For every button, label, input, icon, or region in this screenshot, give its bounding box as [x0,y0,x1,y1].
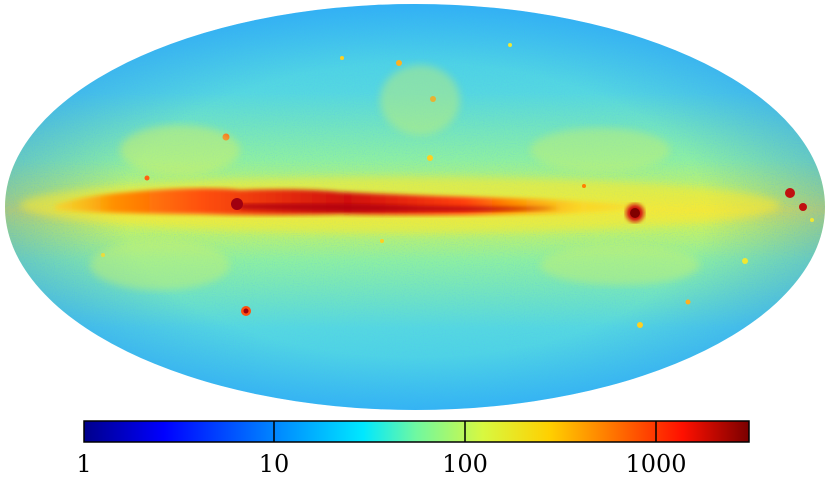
colorbar [83,420,750,443]
colorbar-tick-label-10: 10 [258,450,290,478]
colorbar-tick-label-100: 100 [442,450,488,478]
mollweide-sky-map [5,4,825,410]
galactic-plane-band [55,188,640,215]
diffuse-structure [90,65,700,290]
colorbar-tick-label-1000: 1000 [625,450,687,478]
point-sources [101,43,814,328]
colorbar-tick-label-1: 1 [76,450,92,478]
colorbar-gradient [83,420,750,443]
